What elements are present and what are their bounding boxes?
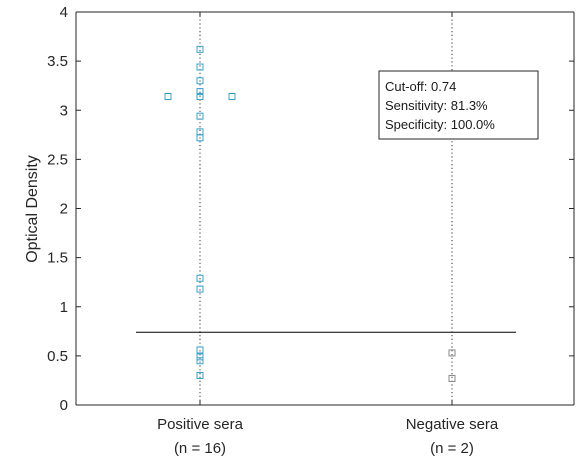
annotation-label: Specificity:	[385, 117, 451, 132]
data-point	[196, 372, 204, 380]
annotation-label: Cut-off:	[385, 79, 431, 94]
annotation-line: Cut-off: 0.74	[385, 79, 456, 94]
data-point	[196, 92, 204, 100]
annotation-value: 0.74	[431, 79, 456, 94]
data-point	[196, 63, 204, 71]
data-point	[448, 374, 456, 382]
y-tick-label: 2.5	[47, 151, 68, 168]
y-tick-label: 1.5	[47, 250, 68, 267]
data-point	[196, 112, 204, 120]
annotation-line: Specificity: 100.0%	[385, 117, 495, 132]
data-point	[164, 92, 172, 100]
y-tick-label: 4	[60, 4, 68, 21]
data-point	[196, 353, 204, 361]
data-point	[196, 285, 204, 293]
data-point	[196, 88, 204, 96]
y-tick-label: 0	[60, 397, 68, 414]
data-point	[196, 346, 204, 354]
data-point	[448, 349, 456, 357]
category-label: Negative sera	[406, 416, 499, 433]
category-count-label: (n = 2)	[430, 440, 474, 457]
x-axis-categories: Positive sera (n = 16) Negative sera (n = 2…	[157, 12, 499, 457]
data-point	[196, 77, 204, 85]
y-tick-label: 3.5	[47, 53, 68, 70]
data-point	[196, 45, 204, 53]
annotation-value: 81.3%	[451, 98, 488, 113]
data-point	[196, 134, 204, 142]
data-point	[228, 92, 236, 100]
data-points	[164, 45, 456, 382]
category-label: Positive sera	[157, 416, 244, 433]
y-axis-label: Optical Density	[24, 155, 41, 263]
data-point	[196, 274, 204, 282]
y-tick-label: 1	[60, 299, 68, 316]
data-point	[196, 357, 204, 365]
y-tick-label: 0.5	[47, 348, 68, 365]
category-count-label: (n = 16)	[174, 440, 226, 457]
y-tick-label: 2	[60, 201, 68, 218]
y-tick-label: 3	[60, 102, 68, 119]
annotation-line: Sensitivity: 81.3%	[385, 98, 488, 113]
annotation-frame	[378, 70, 539, 140]
y-axis-ticks: 0 0.5 1 1.5 2 2.5 3 3.5 4	[47, 4, 574, 414]
annotation-label: Sensitivity:	[385, 98, 451, 113]
annotation-value: 100.0%	[451, 117, 496, 132]
